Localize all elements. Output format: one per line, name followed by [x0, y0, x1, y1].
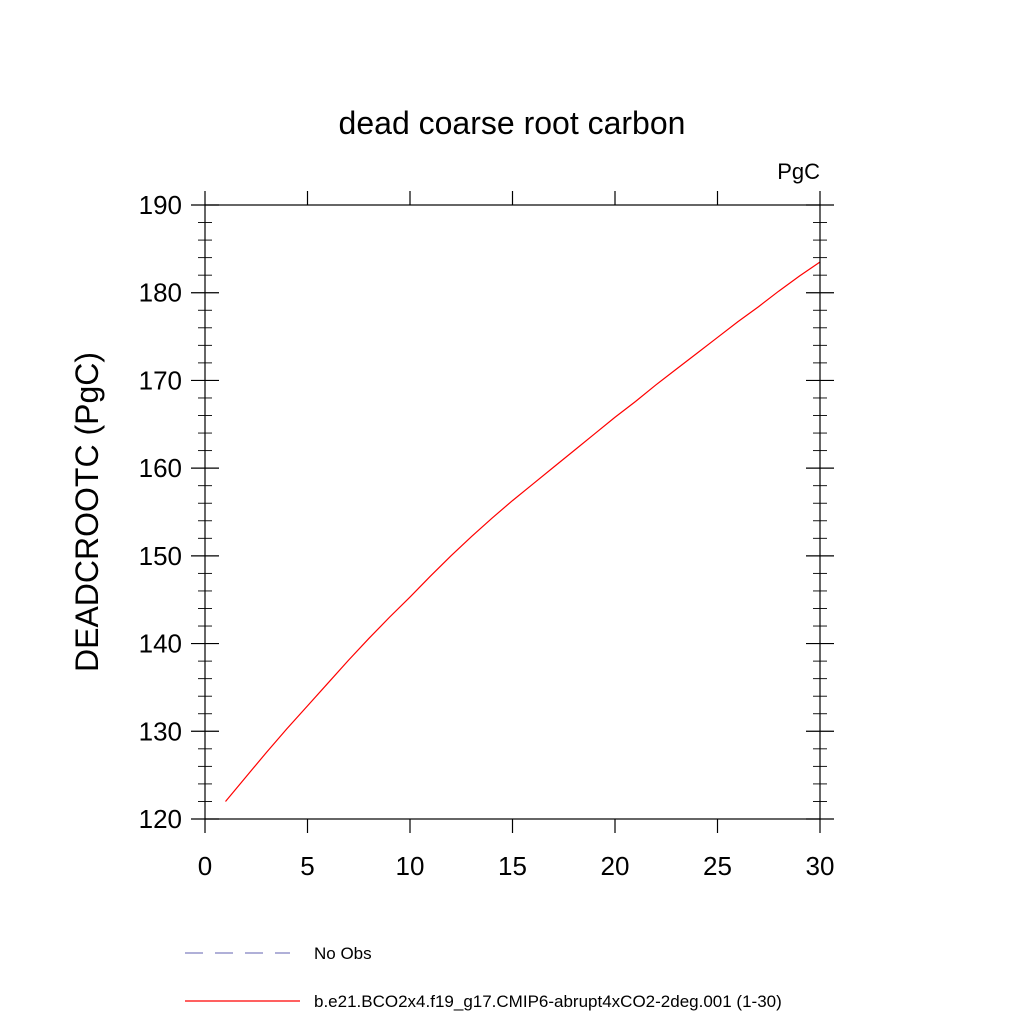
- legend: No Obs b.e21.BCO2x4.f19_g17.CMIP6-abrupt…: [185, 944, 782, 1011]
- chart-title: dead coarse root carbon: [339, 105, 686, 141]
- y-tick-label: 180: [139, 278, 182, 308]
- plot-frame: [204, 204, 821, 820]
- series-line-0: [225, 261, 821, 802]
- data-series: [225, 261, 821, 802]
- x-tick-label: 20: [601, 851, 630, 881]
- axis-tick-labels: 0 5 10 15 20 25 30 120 130 140 150 160 170 180 190: [139, 190, 835, 881]
- y-tick-label: 190: [139, 190, 182, 220]
- y-tick-label: 150: [139, 541, 182, 571]
- y-tick-label: 130: [139, 716, 182, 746]
- x-tick-label: 5: [300, 851, 314, 881]
- y-tick-label: 160: [139, 453, 182, 483]
- x-tick-label: 30: [806, 851, 835, 881]
- y-tick-label: 140: [139, 629, 182, 659]
- legend-label-model-run: b.e21.BCO2x4.f19_g17.CMIP6-abrupt4xCO2-2…: [314, 992, 782, 1011]
- x-tick-label: 0: [198, 851, 212, 881]
- axis-ticks: [191, 191, 834, 833]
- x-tick-label: 10: [396, 851, 425, 881]
- y-tick-label: 170: [139, 365, 182, 395]
- x-tick-label: 15: [498, 851, 527, 881]
- units-label: PgC: [777, 159, 820, 184]
- x-tick-label: 25: [703, 851, 732, 881]
- y-tick-label: 120: [139, 804, 182, 834]
- legend-label-no-obs: No Obs: [314, 944, 372, 963]
- y-axis-label: DEADCROOTC (PgC): [69, 352, 105, 672]
